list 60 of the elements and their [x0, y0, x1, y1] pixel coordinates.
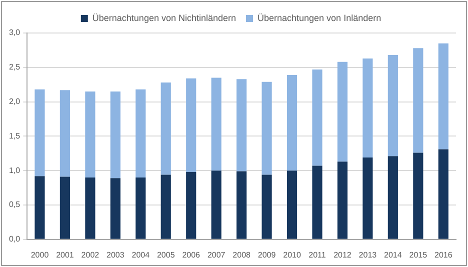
bar [262, 82, 272, 175]
x-tick-label: 2014 [384, 250, 402, 260]
bar [85, 177, 96, 239]
legend-label: Übernachtungen von Nichtinländern [92, 12, 236, 23]
x-tick-label: 2007 [207, 250, 226, 260]
y-tick-label: 2,5 [8, 62, 21, 72]
bar [236, 79, 247, 172]
bar [110, 178, 120, 239]
bar [110, 91, 120, 178]
bar [312, 166, 322, 239]
x-tick-label: 2012 [334, 250, 352, 260]
bar [60, 176, 70, 239]
bar [337, 62, 348, 162]
bar [160, 82, 171, 175]
bar [362, 158, 373, 239]
x-tick-label: 2010 [283, 250, 302, 260]
x-tick-label: 2011 [308, 250, 326, 260]
bar [286, 74, 298, 171]
y-tick-label: 0,0 [8, 234, 21, 244]
bar [186, 172, 196, 239]
legend-label: Übernachtungen von Inländern [258, 12, 382, 23]
bar [34, 176, 45, 239]
x-tick-label: 2005 [156, 250, 176, 260]
x-tick-label: 2006 [182, 250, 201, 260]
bar [160, 174, 171, 239]
y-tick-label: 1,0 [8, 166, 21, 175]
bar [388, 55, 398, 156]
y-tick-label: 3,0 [8, 28, 21, 38]
x-tick-label: 2000 [30, 250, 50, 260]
bar [211, 170, 222, 239]
bar [312, 69, 322, 166]
x-tick-label: 2015 [409, 250, 428, 260]
x-tick-label: 2013 [358, 250, 378, 260]
bar [34, 89, 45, 176]
y-tick-label: 0,5 [8, 200, 21, 210]
bar [438, 149, 448, 239]
x-tick-label: 2009 [258, 250, 276, 260]
bar [286, 170, 298, 239]
bar [438, 43, 448, 150]
x-tick-label: 2016 [434, 250, 453, 260]
bar [337, 162, 348, 239]
bar [413, 48, 424, 153]
bar [136, 177, 146, 239]
bar [388, 156, 398, 239]
bar [262, 174, 272, 239]
y-tick-label: 2,0 [8, 97, 21, 106]
x-tick-label: 2001 [56, 250, 74, 260]
bar [186, 78, 196, 172]
x-tick-label: 2002 [81, 250, 100, 260]
bar [211, 78, 222, 171]
bar [60, 90, 70, 177]
bar [85, 91, 96, 178]
bar [136, 89, 146, 178]
x-tick-label: 2003 [106, 250, 125, 260]
bar [236, 171, 247, 239]
x-tick-label: 2004 [132, 250, 150, 260]
y-tick-label: 1,5 [8, 131, 21, 140]
bar [413, 152, 424, 239]
bar [362, 58, 373, 158]
x-tick-label: 2008 [232, 250, 252, 260]
